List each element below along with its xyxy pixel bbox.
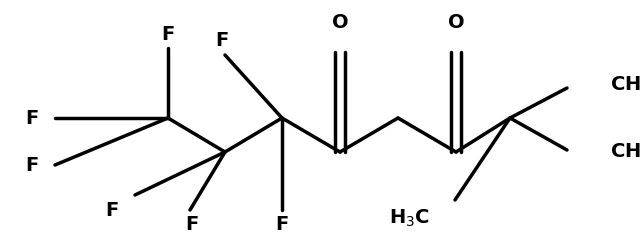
Text: F: F (26, 108, 38, 127)
Text: CH$_3$: CH$_3$ (610, 141, 640, 163)
Text: F: F (275, 214, 289, 233)
Text: CH$_3$: CH$_3$ (610, 74, 640, 96)
Text: H$_3$C: H$_3$C (389, 207, 430, 229)
Text: F: F (161, 25, 175, 44)
Text: O: O (332, 13, 348, 32)
Text: F: F (216, 30, 228, 49)
Text: F: F (106, 201, 118, 220)
Text: F: F (26, 156, 38, 174)
Text: F: F (186, 214, 198, 233)
Text: O: O (448, 13, 464, 32)
